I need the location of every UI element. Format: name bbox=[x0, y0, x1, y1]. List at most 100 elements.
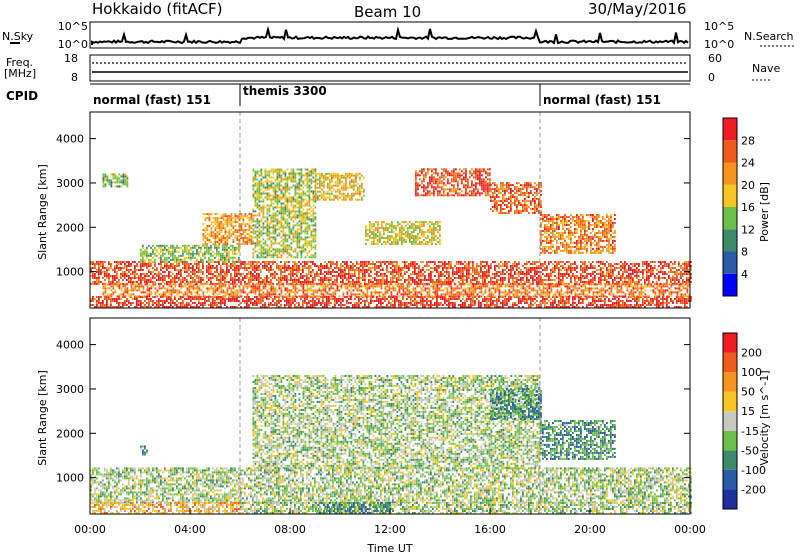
data-cell bbox=[286, 298, 288, 300]
data-cell bbox=[284, 261, 286, 263]
data-cell bbox=[234, 279, 236, 281]
data-cell bbox=[330, 277, 332, 279]
data-cell bbox=[234, 295, 237, 298]
data-cell bbox=[542, 263, 544, 265]
data-cell bbox=[538, 279, 540, 281]
data-cell bbox=[528, 295, 531, 298]
data-cell bbox=[106, 277, 108, 279]
data-cell bbox=[238, 296, 240, 298]
data-cell bbox=[580, 289, 583, 292]
data-cell bbox=[666, 265, 668, 267]
data-cell bbox=[618, 302, 620, 304]
data-cell bbox=[686, 302, 688, 304]
data-cell bbox=[272, 269, 274, 271]
data-cell bbox=[354, 281, 356, 283]
data-cell bbox=[504, 261, 506, 263]
data-cell bbox=[122, 283, 125, 286]
data-cell bbox=[658, 293, 661, 296]
data-cell bbox=[120, 287, 123, 290]
data-cell bbox=[502, 279, 504, 281]
data-cell bbox=[174, 275, 176, 277]
data-cell bbox=[506, 300, 508, 302]
data-cell bbox=[308, 287, 311, 290]
data-cell bbox=[196, 285, 199, 288]
data-cell bbox=[168, 273, 170, 275]
data-cell bbox=[562, 304, 564, 306]
nave-tick-top: 60 bbox=[708, 52, 722, 65]
data-cell bbox=[520, 273, 522, 275]
data-cell bbox=[322, 302, 324, 304]
data-cell bbox=[188, 244, 190, 247]
data-cell bbox=[246, 285, 249, 288]
data-cell bbox=[620, 289, 623, 292]
data-cell bbox=[334, 302, 336, 304]
data-cell bbox=[602, 261, 604, 263]
data-cell bbox=[158, 244, 160, 247]
data-cell bbox=[204, 300, 206, 302]
data-cell bbox=[266, 261, 268, 263]
data-cell bbox=[340, 271, 342, 273]
data-cell bbox=[204, 302, 206, 304]
data-cell bbox=[598, 273, 600, 275]
data-cell bbox=[336, 271, 338, 273]
data-cell bbox=[112, 291, 115, 294]
data-cell bbox=[150, 285, 153, 288]
data-cell bbox=[580, 279, 582, 281]
data-cell bbox=[446, 269, 448, 271]
data-cell bbox=[554, 265, 556, 267]
data-cell bbox=[276, 273, 278, 275]
data-cell bbox=[444, 295, 447, 298]
data-cell bbox=[648, 285, 651, 288]
data-cell bbox=[376, 281, 378, 283]
data-cell bbox=[492, 293, 495, 296]
data-cell bbox=[686, 277, 688, 279]
data-cell bbox=[236, 295, 239, 298]
data-cell bbox=[362, 267, 364, 269]
data-cell bbox=[250, 261, 252, 263]
data-cell bbox=[296, 275, 298, 277]
data-cell bbox=[594, 283, 597, 286]
data-cell bbox=[550, 271, 552, 273]
data-cell bbox=[180, 279, 182, 281]
data-cell bbox=[108, 281, 110, 283]
data-cell bbox=[170, 263, 172, 265]
data-cell bbox=[600, 287, 603, 290]
data-cell bbox=[354, 271, 356, 273]
data-cell bbox=[580, 275, 582, 277]
data-cell bbox=[390, 304, 392, 306]
data-cell bbox=[394, 277, 396, 279]
data-cell bbox=[372, 263, 374, 265]
data-cell bbox=[290, 298, 292, 300]
data-cell bbox=[158, 256, 160, 259]
data-cell bbox=[112, 287, 115, 290]
data-cell bbox=[386, 285, 389, 288]
data-cell bbox=[358, 302, 360, 304]
data-cell bbox=[320, 269, 322, 271]
data-cell bbox=[458, 291, 461, 294]
data-cell bbox=[186, 289, 189, 292]
data-cell bbox=[478, 291, 481, 294]
data-cell bbox=[198, 295, 201, 298]
data-cell bbox=[620, 291, 623, 294]
nsearch-label: N.Search bbox=[744, 30, 794, 43]
data-cell bbox=[596, 269, 598, 271]
data-cell bbox=[160, 258, 162, 261]
data-cell bbox=[242, 273, 244, 275]
data-cell bbox=[508, 275, 510, 277]
data-cell bbox=[200, 298, 202, 300]
data-cell bbox=[346, 291, 349, 294]
data-cell bbox=[150, 273, 152, 275]
data-cell bbox=[426, 298, 428, 300]
data-cell bbox=[268, 269, 270, 271]
data-cell bbox=[598, 295, 601, 298]
data-cell bbox=[400, 267, 402, 269]
data-cell bbox=[546, 269, 548, 271]
data-cell bbox=[428, 279, 430, 281]
data-cell bbox=[166, 275, 168, 277]
data-cell bbox=[320, 296, 322, 298]
data-cell bbox=[282, 271, 284, 273]
data-cell bbox=[684, 304, 686, 306]
data-cell bbox=[156, 304, 158, 306]
data-cell bbox=[508, 295, 511, 298]
data-cell bbox=[516, 269, 518, 271]
